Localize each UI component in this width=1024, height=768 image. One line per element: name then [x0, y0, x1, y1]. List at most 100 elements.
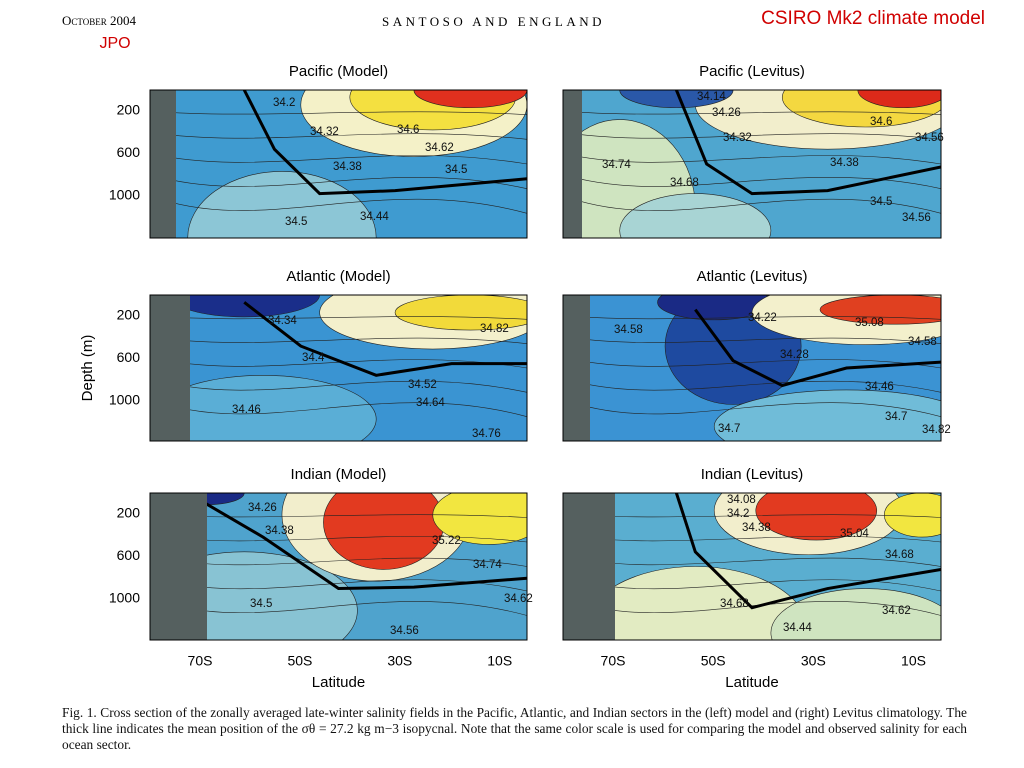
- header-note: CSIRO Mk2 climate model: [761, 8, 985, 29]
- panel-frame: [149, 89, 528, 239]
- y-tick-label: 1000: [109, 590, 140, 606]
- contour-panel: [563, 90, 941, 238]
- isopycnal-line: [675, 90, 941, 196]
- panel-frame: [562, 89, 942, 239]
- salinity-region: [432, 493, 527, 545]
- land-mask: [563, 493, 615, 640]
- contour-panel: [563, 295, 941, 441]
- y-tick-label: 600: [117, 144, 141, 160]
- y-tick-label: 1000: [109, 187, 140, 203]
- isopycnal-line: [674, 493, 941, 610]
- contour-line: [563, 315, 941, 320]
- y-tick-label: 200: [117, 505, 141, 521]
- header-journal: JPO: [99, 35, 130, 52]
- contour-label: 34.82: [480, 323, 509, 335]
- contour-line: [563, 399, 941, 417]
- contour-label: 34.38: [830, 157, 859, 169]
- contour-label: 34.7: [718, 423, 740, 435]
- contour-label: 34.32: [723, 132, 752, 144]
- contour-label: 34.34: [268, 315, 297, 327]
- contour-label: 34.56: [390, 625, 419, 637]
- contour-label: 34.7: [885, 411, 907, 423]
- contour-line: [150, 174, 527, 189]
- figure-page: October 2004 SANTOSO AND ENGLAND CSIRO M…: [62, 8, 985, 691]
- contour-label: 34.62: [882, 605, 911, 617]
- isopycnal-line: [186, 493, 527, 591]
- contour-label: 35.08: [855, 317, 884, 329]
- contour-label: 34.56: [902, 212, 931, 224]
- isopycnal-line: [243, 301, 527, 377]
- panel-title: Pacific (Model): [289, 63, 388, 80]
- panel-title: Indian (Model): [291, 466, 387, 483]
- x-tick-label: 30S: [801, 653, 826, 669]
- contour-label: 34.5: [250, 598, 272, 610]
- land-mask: [563, 295, 590, 441]
- contour-label: 34.52: [408, 379, 437, 391]
- contour-line: [150, 131, 527, 140]
- x-tick-label: 70S: [601, 653, 626, 669]
- salinity-region: [884, 493, 941, 538]
- contour-label: 34.26: [712, 107, 741, 119]
- contour-line: [150, 110, 527, 115]
- contour-panel: [150, 90, 527, 238]
- header-date: October 2004: [62, 13, 136, 28]
- contour-panel: [563, 493, 941, 640]
- contour-label: 34.58: [908, 336, 937, 348]
- contour-label: 34.26: [248, 502, 277, 514]
- contour-label: 34.2: [273, 97, 295, 109]
- salinity-region: [713, 389, 941, 441]
- contour-label: 34.74: [473, 559, 502, 571]
- contour-line: [563, 153, 941, 165]
- contour-label: 34.38: [333, 161, 362, 173]
- y-tick-label: 1000: [109, 392, 140, 408]
- y-tick-label: 200: [117, 307, 141, 323]
- panel-title: Atlantic (Levitus): [697, 268, 808, 285]
- contour-label: 34.68: [885, 549, 914, 561]
- contour-label: 34.46: [865, 381, 894, 393]
- contour-label: 34.6: [397, 124, 419, 136]
- contour-label: 34.38: [265, 525, 294, 537]
- contour-line: [150, 195, 527, 214]
- contour-label: 34.2: [727, 508, 749, 520]
- x-axis-label: Latitude: [312, 674, 365, 691]
- x-tick-label: 10S: [901, 653, 926, 669]
- contour-line: [563, 110, 941, 115]
- panel-title: Atlantic (Model): [286, 268, 390, 285]
- contour-label: 34.46: [232, 404, 261, 416]
- contour-label: 34.5: [285, 216, 307, 228]
- contour-label: 34.32: [310, 126, 339, 138]
- contour-label: 34.62: [504, 593, 533, 605]
- panel-frame: [149, 492, 528, 641]
- contour-line: [150, 153, 527, 165]
- contour-line: [150, 357, 527, 369]
- contour-label: 34.14: [697, 91, 726, 103]
- contour-label: 34.64: [416, 397, 445, 409]
- x-tick-label: 30S: [387, 653, 412, 669]
- contour-label: 34.22: [748, 312, 777, 324]
- y-axis-label: Depth (m): [79, 335, 96, 402]
- contour-label: 34.56: [915, 132, 944, 144]
- salinity-region: [770, 588, 941, 640]
- x-tick-label: 50S: [701, 653, 726, 669]
- salinity-region: [150, 375, 377, 441]
- contour-line: [563, 131, 941, 140]
- contour-label: 34.44: [360, 211, 389, 223]
- contour-line: [150, 336, 527, 344]
- x-tick-label: 50S: [287, 653, 312, 669]
- land-mask: [150, 295, 190, 441]
- land-mask: [150, 493, 207, 640]
- salinity-region: [413, 90, 527, 109]
- contour-panel: [150, 493, 527, 640]
- contour-label: 34.44: [783, 622, 812, 634]
- contour-label: 34.4: [302, 352, 325, 364]
- salinity-region: [755, 493, 878, 541]
- y-tick-label: 600: [117, 547, 141, 563]
- panel-title: Indian (Levitus): [701, 466, 804, 483]
- contour-label: 34.68: [720, 598, 749, 610]
- contour-line: [563, 336, 941, 344]
- contour-label: 34.5: [870, 196, 892, 208]
- contour-line: [150, 399, 527, 417]
- y-tick-label: 200: [117, 102, 141, 118]
- land-mask: [563, 90, 582, 238]
- panel-frame: [149, 294, 528, 442]
